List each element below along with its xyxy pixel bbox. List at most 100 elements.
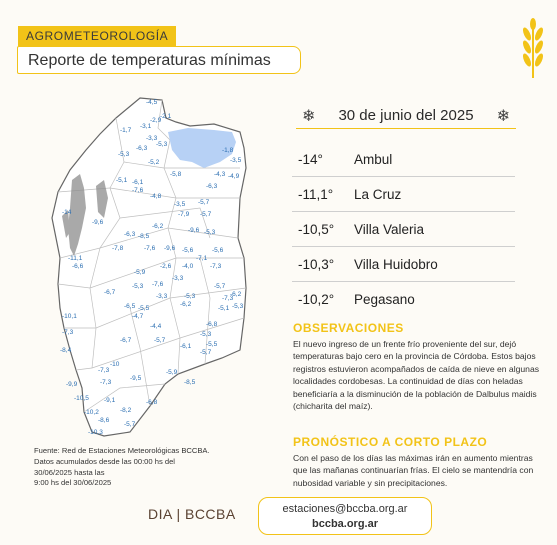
station-value: -10,1	[62, 313, 77, 320]
station-value: -7,3	[100, 379, 112, 386]
station-value: -5,3	[156, 141, 168, 148]
station-value: -7,3	[62, 329, 74, 336]
station-value: -6,5	[124, 303, 136, 310]
station-value: -5,9	[134, 269, 146, 276]
snowflake-icon: ❄	[496, 107, 510, 125]
station-value: -5,3	[204, 229, 216, 236]
brand-label: DIA | BCCBA	[148, 506, 236, 522]
data-source-note: Fuente: Red de Estaciones Meteorológicas…	[34, 446, 234, 489]
station-value: -9,6	[188, 227, 200, 234]
row-location: Ambul	[354, 151, 393, 167]
station-value: -5,3	[118, 151, 130, 158]
temperature-map: -4,5 -2,1 -1,7 -3,1 -2,9 -3,3 -5,3 -6,3 -5,3 -1,8…	[0, 88, 290, 440]
station-value: -6,2	[152, 223, 164, 230]
station-value: -3,1	[140, 123, 152, 130]
station-value: -10,2	[84, 409, 99, 416]
station-value: -5,5	[138, 305, 150, 312]
station-value: -6,2	[180, 301, 192, 308]
station-value: -1,8	[222, 147, 234, 154]
station-value: -4,7	[132, 313, 144, 320]
station-value: -3,5	[174, 201, 186, 208]
station-value: -5,6	[182, 247, 194, 254]
page-title: Reporte de temperaturas mínimas	[17, 46, 301, 74]
station-value: -5,8	[170, 171, 182, 178]
station-value: -6,8	[146, 399, 158, 406]
source-line: Datos acumulados desde las 00:00 hs del	[34, 456, 175, 466]
station-value: -8,4	[60, 347, 72, 354]
station-value: -2,1	[160, 113, 172, 120]
pronostico-text: Con el paso de los días las máximas irán…	[293, 453, 534, 488]
row-location: Pegasano	[354, 291, 415, 307]
station-value: -5,1	[116, 177, 128, 184]
station-value: -6,8	[206, 321, 218, 328]
table-row: -10,5° Villa Valeria	[292, 212, 515, 247]
row-temp: -11,1°	[298, 186, 334, 202]
sierras-shading	[62, 174, 108, 256]
station-value: -7,6	[144, 245, 156, 252]
station-value: -9,5	[130, 375, 142, 382]
observaciones-title: OBSERVACIONES	[293, 321, 404, 335]
station-value: -7,3	[222, 295, 234, 302]
mar-chiquita-lake	[168, 128, 236, 168]
station-value: -10,3	[88, 429, 103, 436]
station-value: -6,3	[136, 145, 148, 152]
station-value: -6,2	[230, 291, 242, 298]
snowflake-icon: ❄	[302, 107, 316, 125]
station-value: -5,7	[200, 211, 212, 218]
row-temp: -10,3°	[298, 256, 335, 272]
table-row: -10,3° Villa Huidobro	[292, 247, 515, 282]
station-value: -7,3	[210, 263, 222, 270]
station-value: -14	[62, 209, 72, 216]
station-value: -5,3	[132, 283, 144, 290]
station-value: -4,0	[182, 263, 194, 270]
table-row: -10,2° Pegasano	[292, 282, 515, 316]
section-tag: AGROMETEOROLOGÍA	[18, 26, 177, 46]
source-line: 9:00 hs del 30/06/2025	[34, 478, 112, 488]
source-line: 30/06/2025 hasta las	[34, 467, 105, 477]
station-value: -4,3	[214, 171, 226, 178]
station-value: -7,6	[132, 187, 144, 194]
station-value: -5,7	[200, 349, 212, 356]
station-value: -5,7	[154, 337, 166, 344]
station-value: -11,1	[68, 255, 83, 262]
station-value: -4,9	[228, 173, 240, 180]
station-value: -5,7	[198, 199, 210, 206]
contact-email[interactable]: estaciones@bccba.org.ar	[282, 503, 408, 515]
station-value: -4,5	[146, 99, 158, 106]
date-header: ❄ 30 de junio del 2025 ❄	[296, 103, 516, 129]
station-value: -6,7	[104, 289, 116, 296]
station-value: -10	[110, 361, 120, 368]
lowest-temperatures-table: -14° Ambul -11,1° La Cruz -10,5° Villa Vale…	[292, 142, 515, 316]
wheat-icon	[522, 18, 544, 78]
station-value: -10,5	[74, 395, 89, 402]
observaciones-text: El nuevo ingreso de un frente frío prove…	[293, 339, 540, 412]
contact-box: estaciones@bccba.org.ar bccba.org.ar	[258, 497, 432, 535]
station-value: -9,6	[164, 245, 176, 252]
province-outline	[51, 97, 247, 437]
station-value: -2,9	[150, 117, 162, 124]
pronostico-title: PRONÓSTICO A CORTO PLAZO	[293, 435, 488, 449]
station-value: -5,1	[218, 305, 230, 312]
station-value: -4,4	[150, 323, 162, 330]
station-value: -2,6	[160, 263, 172, 270]
station-value: -5,9	[166, 369, 178, 376]
station-value: -5,5	[206, 341, 218, 348]
table-row: -14° Ambul	[292, 142, 515, 177]
station-value: -6,7	[120, 337, 132, 344]
station-value: -5,6	[212, 247, 224, 254]
station-value: -7,3	[98, 367, 110, 374]
station-value: -4,8	[150, 193, 162, 200]
row-location: Villa Huidobro	[354, 256, 438, 272]
row-location: La Cruz	[354, 186, 402, 202]
station-value: -5,3	[200, 331, 212, 338]
contact-website[interactable]: bccba.org.ar	[311, 518, 379, 530]
station-value: -6,1	[180, 343, 192, 350]
source-line: Fuente: Red de Estaciones Meteorológicas…	[34, 446, 210, 455]
row-temp: -14°	[298, 151, 323, 167]
row-temp: -10,2°	[298, 291, 335, 307]
station-value: -6,6	[72, 263, 84, 270]
station-value: -7,9	[178, 211, 190, 218]
report-date: 30 de junio del 2025	[338, 107, 474, 124]
station-value: -5,3	[232, 303, 244, 310]
station-value: -8,5	[138, 233, 150, 240]
